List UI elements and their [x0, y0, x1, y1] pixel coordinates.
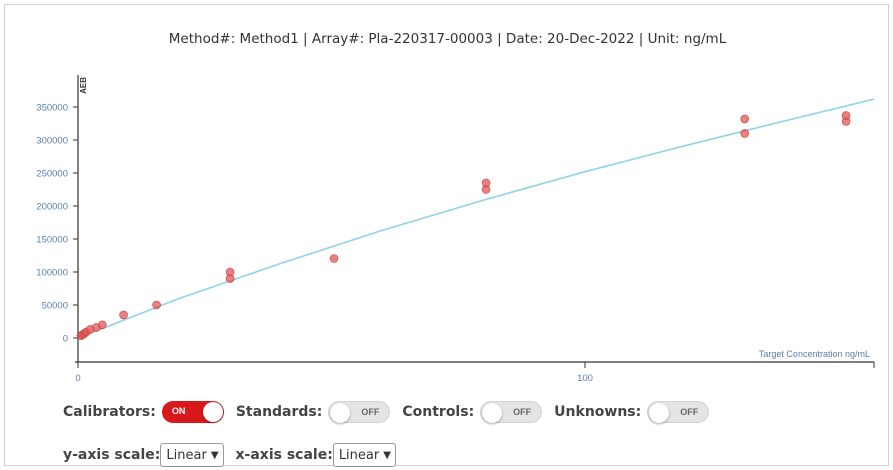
- y-tick-label: 50000: [42, 301, 68, 312]
- y-tick-label: 150000: [36, 235, 68, 246]
- x-tick-label: 100: [577, 373, 593, 384]
- calibrators-toggle-text: ON: [171, 406, 186, 416]
- x-axis-scale-select[interactable]: Linear ▼: [332, 443, 396, 467]
- controls-label: Controls:: [402, 404, 475, 420]
- chart-panel: Method#: Method1 | Array#: Pla-220317-00…: [4, 4, 889, 467]
- calibrator-point: [841, 111, 851, 120]
- toggle-knob: [649, 403, 670, 423]
- toggle-knob: [482, 403, 503, 423]
- x-axis-scale-value: Linear: [338, 447, 380, 463]
- standards-toggle[interactable]: OFF: [328, 401, 391, 423]
- calibrators-toggle[interactable]: ON: [161, 401, 224, 423]
- x-axis-label: Target Concentration ng/mL: [759, 349, 870, 359]
- y-tick-label: 300000: [36, 136, 68, 147]
- calibrator-point: [225, 267, 235, 277]
- y-tick-label: 250000: [36, 169, 68, 180]
- y-tick-label: 100000: [36, 268, 68, 279]
- toggle-knob: [202, 402, 223, 422]
- controls-toggle-text: OFF: [513, 407, 532, 417]
- calibrators-label: Calibrators:: [63, 404, 156, 420]
- chevron-down-icon: ▼: [383, 449, 391, 461]
- y-tick-label: 200000: [36, 202, 68, 213]
- calibration-curve-plot: 0 50000 100000 150000 200000 250000 300000 3500…: [36, 75, 875, 384]
- toggle-knob: [330, 403, 351, 423]
- calibrator-point: [98, 320, 107, 330]
- y-axis-label: AEB: [79, 77, 88, 94]
- y-tick-label: 0: [63, 334, 68, 345]
- standards-label: Standards:: [235, 404, 323, 420]
- calibrator-point: [152, 300, 161, 310]
- fit-curve-line: [77, 98, 875, 339]
- y-tick-label: 350000: [36, 103, 68, 114]
- scale-selectors: y-axis scale: Linear ▼ x-axis scale: Lin…: [63, 443, 408, 467]
- x-tick-label: 0: [75, 373, 80, 384]
- y-axis-scale-value: Linear: [166, 447, 207, 463]
- series-toggles: Calibrators: ON Standards: OFF Controls:…: [63, 401, 721, 423]
- calibrator-point: [119, 310, 128, 320]
- y-axis-scale-label: y-axis scale:: [63, 447, 161, 463]
- y-axis-scale-select[interactable]: Linear ▼: [160, 443, 224, 467]
- unknowns-label: Unknowns:: [554, 404, 642, 420]
- calibrator-point: [329, 254, 339, 263]
- x-axis-scale-label: x-axis scale:: [235, 447, 333, 463]
- calibrator-point: [740, 129, 750, 138]
- chart-title: Method#: Method1 | Array#: Pla-220317-00…: [168, 31, 727, 47]
- unknowns-toggle[interactable]: OFF: [647, 401, 710, 423]
- unknowns-toggle-text: OFF: [680, 407, 699, 417]
- standards-toggle-text: OFF: [361, 407, 380, 417]
- calibrator-point: [740, 114, 750, 124]
- calibrator-point: [481, 178, 491, 188]
- controls-toggle[interactable]: OFF: [480, 401, 543, 423]
- chevron-down-icon: ▼: [210, 449, 219, 461]
